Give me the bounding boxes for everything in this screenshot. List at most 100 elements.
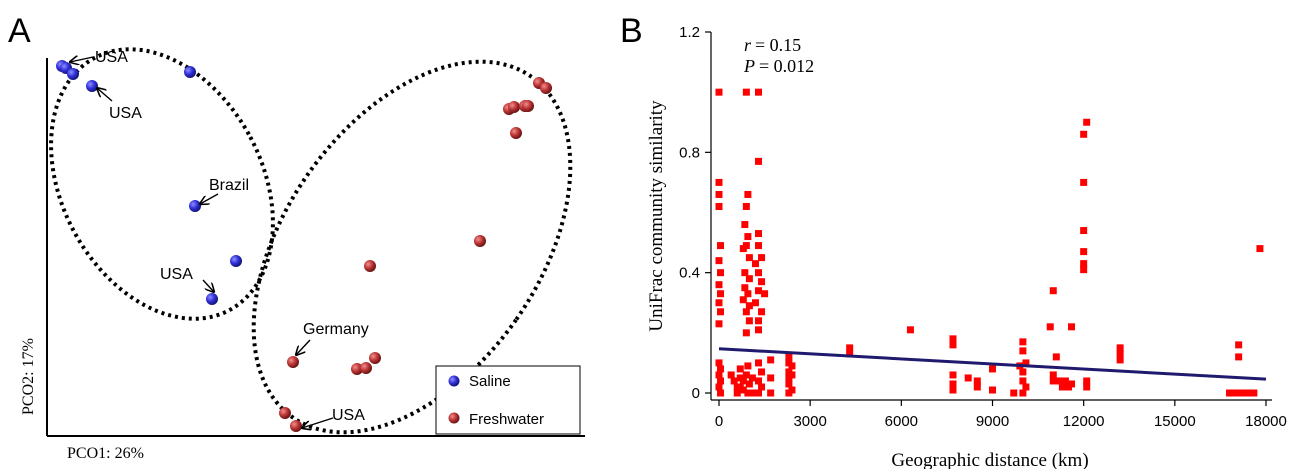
annotation-usa-2: USA [109, 105, 142, 122]
similarity-point [755, 88, 763, 96]
similarity-point [715, 281, 723, 289]
similarity-point [1068, 323, 1076, 331]
saline-point [189, 200, 201, 212]
similarity-point [1083, 118, 1091, 126]
similarity-point [1080, 266, 1088, 274]
similarity-point [744, 190, 752, 198]
similarity-point [717, 242, 725, 250]
arrow-germany [296, 339, 311, 355]
legend-saline-marker [448, 375, 460, 387]
arrow-usa-4 [302, 417, 334, 428]
similarity-point [1256, 245, 1264, 253]
similarity-point [788, 362, 796, 370]
freshwater-point [522, 100, 534, 112]
similarity-point [949, 380, 957, 388]
similarity-point [949, 335, 957, 343]
similarity-point [758, 368, 766, 376]
similarity-point [1019, 389, 1027, 397]
b-y-label: UniFrac community similarity [646, 100, 667, 332]
panel-a-pcoa: A PCO1: 26% PCO2: 17% USA USA Brazil USA… [8, 12, 585, 462]
similarity-point [973, 383, 981, 391]
similarity-point [717, 365, 725, 373]
similarity-point [949, 371, 957, 379]
arrow-brazil [200, 193, 219, 204]
similarity-point [742, 202, 750, 210]
similarity-point [717, 308, 725, 316]
similarity-point [736, 365, 744, 373]
b-x-label: Geographic distance (km) [891, 450, 1088, 469]
freshwater-point [474, 235, 486, 247]
similarity-point [1080, 248, 1088, 256]
similarity-point [741, 269, 749, 277]
freshwater-point [360, 362, 372, 374]
freshwater-point [508, 101, 520, 113]
similarity-point [1022, 383, 1030, 391]
similarity-point [761, 290, 769, 298]
similarity-point [1049, 371, 1057, 379]
similarity-point [717, 290, 725, 298]
similarity-point [1226, 389, 1234, 397]
similarity-point [758, 254, 766, 262]
similarity-point [949, 341, 957, 349]
similarity-point [1058, 383, 1066, 391]
similarity-point [1116, 344, 1124, 352]
r-symbol: r [744, 35, 752, 55]
similarity-point [989, 386, 996, 394]
similarity-point [717, 269, 725, 277]
x-tick-label: 12000 [1063, 413, 1105, 430]
annotation-usa-3: USA [160, 266, 193, 283]
similarity-point [1019, 368, 1027, 376]
b-points [715, 88, 1264, 397]
similarity-point [742, 329, 750, 337]
similarity-point [1116, 356, 1124, 364]
similarity-point [742, 308, 750, 316]
x-tick-label: 3000 [793, 413, 826, 430]
similarity-point [1250, 389, 1258, 397]
x-tick-label: 15000 [1154, 413, 1196, 430]
similarity-point [744, 362, 752, 370]
similarity-point [1052, 353, 1060, 361]
legend-box [435, 365, 581, 435]
similarity-point [751, 260, 759, 268]
arrow-usa-3 [202, 279, 214, 292]
y-tick-label: 0.4 [679, 265, 700, 282]
similarity-point [785, 380, 793, 388]
x-tick-label: 6000 [885, 413, 918, 430]
b-trendline [718, 347, 1267, 381]
freshwater-point [351, 363, 363, 375]
similarity-point [727, 371, 735, 379]
similarity-point [767, 389, 775, 397]
similarity-point [739, 386, 747, 394]
similarity-point [755, 269, 763, 277]
similarity-point [1061, 377, 1069, 385]
similarity-point [1235, 341, 1243, 349]
similarity-point [744, 389, 752, 397]
similarity-point [1116, 350, 1124, 358]
similarity-point [741, 284, 749, 292]
similarity-point [755, 377, 763, 385]
similarity-point [1019, 338, 1027, 346]
b-ticks: 0 3000 6000 9000 12000 15000 18000 0 0.4 0.8 1.2 [679, 24, 1287, 430]
similarity-point [1235, 353, 1243, 361]
similarity-point [767, 374, 775, 382]
similarity-point [1080, 178, 1088, 186]
x-tick-label: 18000 [1245, 413, 1287, 430]
similarity-point [758, 278, 766, 286]
similarity-point [1068, 380, 1076, 388]
saline-point [67, 68, 79, 80]
similarity-point [1080, 227, 1088, 235]
similarity-point [744, 290, 752, 298]
annotation-usa-4: USA [332, 407, 365, 424]
similarity-point [742, 371, 750, 379]
similarity-point [1046, 323, 1054, 331]
similarity-point [745, 275, 753, 283]
similarity-point [745, 380, 753, 388]
freshwater-cluster-ellipse [251, 59, 573, 435]
similarity-point [1055, 377, 1063, 385]
similarity-point [1049, 287, 1057, 295]
similarity-point [742, 88, 750, 96]
x-tick-label: 9000 [976, 413, 1009, 430]
similarity-point [730, 377, 738, 385]
similarity-point [715, 320, 723, 328]
